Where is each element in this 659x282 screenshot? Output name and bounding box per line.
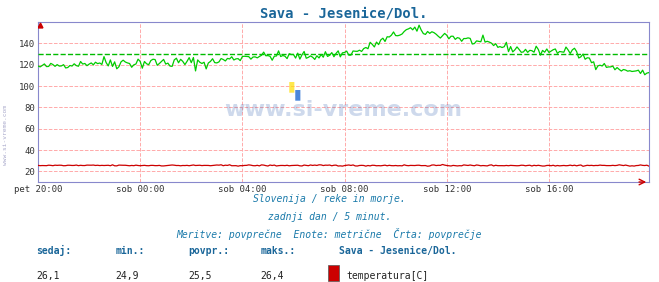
Text: ▮: ▮ — [288, 79, 295, 93]
Text: Sava - Jesenice/Dol.: Sava - Jesenice/Dol. — [339, 246, 457, 256]
Text: www.si-vreme.com: www.si-vreme.com — [225, 100, 463, 120]
Text: 24,9: 24,9 — [115, 271, 139, 281]
Text: temperatura[C]: temperatura[C] — [346, 271, 428, 281]
Text: Slovenija / reke in morje.: Slovenija / reke in morje. — [253, 194, 406, 204]
Text: www.si-vreme.com: www.si-vreme.com — [3, 105, 8, 165]
Text: sedaj:: sedaj: — [36, 245, 71, 256]
Text: 25,5: 25,5 — [188, 271, 212, 281]
Text: 26,1: 26,1 — [36, 271, 60, 281]
Text: zadnji dan / 5 minut.: zadnji dan / 5 minut. — [268, 212, 391, 222]
Title: Sava - Jesenice/Dol.: Sava - Jesenice/Dol. — [260, 7, 427, 21]
Text: 26,4: 26,4 — [260, 271, 284, 281]
Text: povpr.:: povpr.: — [188, 246, 229, 256]
Text: maks.:: maks.: — [260, 246, 295, 256]
Text: ▮: ▮ — [294, 87, 301, 101]
Text: Meritve: povprečne  Enote: metrične  Črta: povprečje: Meritve: povprečne Enote: metrične Črta:… — [177, 228, 482, 240]
Text: min.:: min.: — [115, 246, 145, 256]
